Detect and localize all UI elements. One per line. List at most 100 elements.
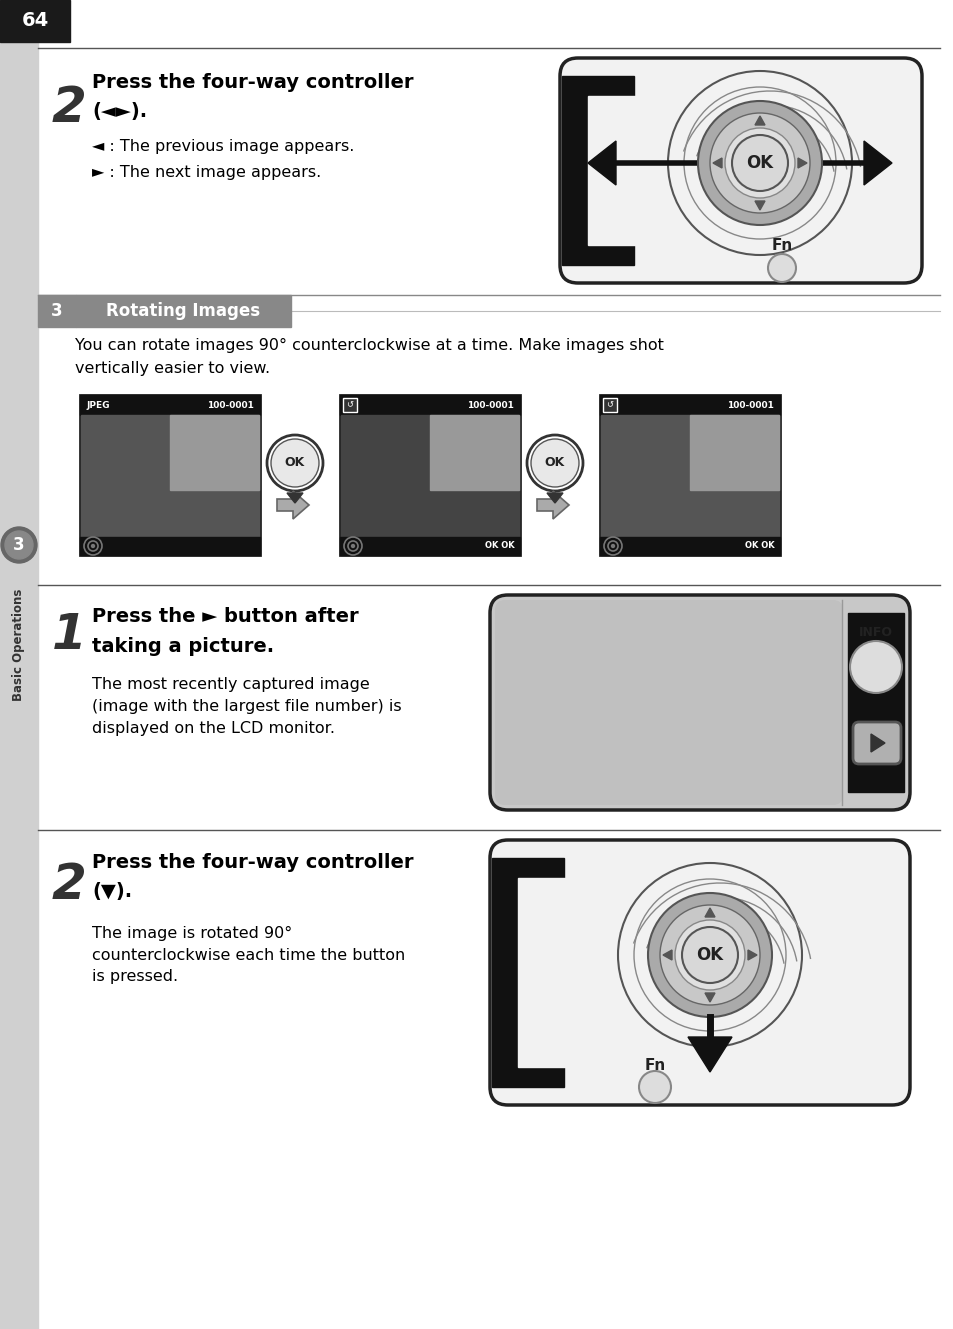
Circle shape	[267, 435, 323, 490]
Text: (▼).: (▼).	[91, 882, 132, 901]
Polygon shape	[287, 493, 303, 502]
Text: ↺: ↺	[346, 400, 354, 409]
Bar	[80, 395, 260, 556]
Text: counterclockwise each time the button: counterclockwise each time the button	[91, 948, 405, 962]
Bar	[599, 395, 780, 415]
Polygon shape	[870, 734, 884, 752]
Text: is pressed.: is pressed.	[91, 969, 178, 985]
Circle shape	[681, 85, 837, 241]
Text: OK: OK	[544, 456, 564, 469]
Circle shape	[631, 877, 787, 1033]
Circle shape	[271, 439, 318, 486]
Bar	[689, 415, 779, 490]
Text: OK OK: OK OK	[744, 541, 774, 550]
Circle shape	[698, 101, 821, 225]
Text: OK: OK	[285, 456, 305, 469]
Bar	[492, 859, 563, 1087]
Circle shape	[731, 136, 787, 191]
Text: Press the ► button after: Press the ► button after	[91, 607, 358, 626]
Polygon shape	[863, 141, 891, 185]
Circle shape	[611, 545, 614, 548]
Circle shape	[724, 128, 794, 198]
Text: Press the four-way controller: Press the four-way controller	[91, 852, 413, 872]
Polygon shape	[537, 490, 568, 520]
Circle shape	[639, 1071, 670, 1103]
Text: 100-0001: 100-0001	[467, 400, 514, 409]
Text: 1: 1	[52, 611, 87, 659]
Bar	[847, 613, 903, 792]
Text: JPEG: JPEG	[86, 400, 110, 409]
Text: 2: 2	[52, 861, 87, 909]
Circle shape	[526, 435, 582, 490]
Text: OK OK: OK OK	[485, 541, 515, 550]
Bar	[340, 415, 518, 537]
Circle shape	[644, 890, 774, 1019]
Text: 100-0001: 100-0001	[726, 400, 773, 409]
Circle shape	[695, 98, 824, 229]
Bar	[170, 415, 258, 490]
FancyBboxPatch shape	[343, 397, 356, 412]
FancyBboxPatch shape	[602, 397, 617, 412]
Polygon shape	[687, 1037, 731, 1073]
FancyBboxPatch shape	[852, 722, 900, 764]
Bar	[80, 395, 260, 415]
Circle shape	[91, 545, 94, 548]
Circle shape	[709, 113, 809, 213]
Text: 3: 3	[13, 536, 25, 554]
Polygon shape	[754, 201, 764, 210]
Text: The image is rotated 90°: The image is rotated 90°	[91, 925, 292, 941]
Bar	[0, 0, 38, 1329]
Text: You can rotate images 90° counterclockwise at a time. Make images shot: You can rotate images 90° counterclockwi…	[75, 338, 663, 352]
Polygon shape	[587, 141, 616, 185]
Text: taking a picture.: taking a picture.	[91, 638, 274, 657]
Bar	[587, 96, 636, 245]
Bar	[599, 537, 780, 556]
Bar	[38, 295, 76, 327]
Text: Fn: Fn	[771, 238, 792, 253]
Polygon shape	[546, 493, 562, 502]
Polygon shape	[747, 950, 757, 960]
Text: ↺: ↺	[606, 400, 613, 409]
Text: 3: 3	[51, 302, 63, 320]
Bar	[599, 395, 780, 556]
Text: Press the four-way controller: Press the four-way controller	[91, 73, 413, 92]
Text: ◄ : The previous image appears.: ◄ : The previous image appears.	[91, 140, 354, 154]
Circle shape	[351, 545, 355, 548]
FancyBboxPatch shape	[490, 840, 909, 1104]
Bar	[339, 395, 519, 415]
Circle shape	[531, 439, 578, 486]
Text: OK: OK	[745, 154, 773, 171]
Polygon shape	[754, 116, 764, 125]
Bar	[80, 537, 260, 556]
FancyBboxPatch shape	[490, 595, 909, 809]
Text: Basic Operations: Basic Operations	[12, 589, 26, 702]
FancyBboxPatch shape	[559, 58, 921, 283]
Bar	[517, 878, 565, 1067]
Polygon shape	[704, 993, 714, 1002]
Text: Fn: Fn	[643, 1058, 665, 1073]
Circle shape	[675, 920, 744, 990]
Circle shape	[681, 928, 738, 983]
Polygon shape	[797, 158, 806, 167]
Circle shape	[849, 641, 901, 692]
Text: Rotating Images: Rotating Images	[106, 302, 260, 320]
Text: displayed on the LCD monitor.: displayed on the LCD monitor.	[91, 722, 335, 736]
Text: vertically easier to view.: vertically easier to view.	[75, 361, 270, 376]
Polygon shape	[712, 158, 721, 167]
Circle shape	[1, 528, 37, 563]
Bar	[430, 415, 518, 490]
Circle shape	[659, 905, 760, 1005]
Text: (image with the largest file number) is: (image with the largest file number) is	[91, 699, 401, 715]
Text: 2: 2	[52, 84, 87, 132]
Bar	[81, 415, 258, 537]
Text: (◄►).: (◄►).	[91, 102, 147, 121]
Circle shape	[647, 893, 771, 1017]
Text: 64: 64	[21, 12, 49, 31]
Bar	[339, 537, 519, 556]
Text: The most recently captured image: The most recently captured image	[91, 678, 370, 692]
Polygon shape	[704, 908, 714, 917]
Circle shape	[615, 860, 804, 1050]
Bar	[0, 0, 70, 43]
Bar	[339, 395, 519, 556]
Text: OK: OK	[696, 946, 722, 964]
